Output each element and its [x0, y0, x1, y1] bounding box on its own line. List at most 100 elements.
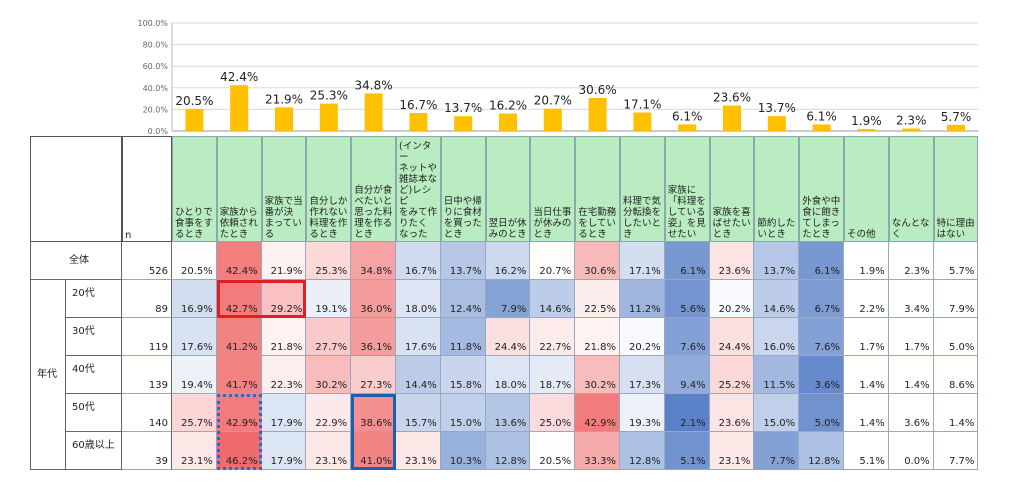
table-cell: 3.6%: [888, 394, 934, 432]
data-label: 5.7%: [941, 110, 972, 124]
bar: [409, 112, 428, 131]
header-corner: [30, 136, 122, 242]
table-cell: 3.4%: [888, 280, 934, 318]
table-cell: 27.3%: [351, 356, 396, 394]
table-cell: 1.4%: [844, 394, 889, 432]
bar: [902, 128, 921, 131]
bar: [364, 93, 383, 131]
table-cell: 15.0%: [754, 394, 800, 432]
data-label: 13.7%: [444, 101, 482, 115]
table-cell: 6.1%: [799, 242, 844, 280]
table-cell: 9.4%: [664, 356, 710, 394]
table-cell: 2.2%: [844, 280, 889, 318]
table-cell: 36.1%: [351, 318, 396, 356]
table-cell: 12.8%: [799, 432, 844, 470]
column-header-text: ひとりで 食事をす るとき: [175, 207, 214, 240]
table-cell: 21.8%: [261, 318, 307, 356]
table-cell: 17.9%: [261, 394, 307, 432]
table-cell: 18.0%: [485, 356, 531, 394]
table-cell: 23.1%: [709, 432, 755, 470]
table-cell: 24.4%: [709, 318, 755, 356]
table-cell: 5.1%: [664, 432, 710, 470]
column-header: 自分が食 べたいと 思った料 理を作る とき: [351, 136, 396, 242]
bar: [543, 108, 562, 131]
table-cell: 2.1%: [664, 394, 710, 432]
column-header-text: (インター ネットや 雑誌本な ど)レシピ をみて作 りたく なった: [399, 141, 438, 240]
column-header: 家族を喜 ばせたい とき: [709, 136, 755, 242]
column-header-text: 日中や帰 りに食材 を買った とき: [443, 196, 482, 240]
table-cell: 22.7%: [530, 318, 576, 356]
table-cell: 23.6%: [709, 242, 755, 280]
bar: [678, 124, 697, 131]
table-cell: 15.0%: [440, 394, 486, 432]
table-cell: 15.8%: [440, 356, 486, 394]
table-cell: 13.7%: [754, 242, 800, 280]
bar: [499, 113, 517, 131]
row-label-total: 全体: [30, 242, 122, 280]
bar-chart: 0.0% 20.0% 40.0% 60.0% 80.0% 100.0% 20.5% 42.4%…: [137, 19, 979, 136]
column-header-text: 節約した いとき: [757, 218, 796, 240]
bar: [723, 105, 741, 131]
table-cell: 5.1%: [844, 432, 889, 470]
table-cell: 15.7%: [396, 394, 441, 432]
table-cell: 42.4%: [216, 242, 262, 280]
data-label: 1.9%: [851, 114, 882, 128]
data-label: 21.9%: [265, 92, 303, 106]
y-tick-label: 60.0%: [143, 62, 169, 71]
column-header: (インター ネットや 雑誌本な ど)レシピ をみて作 りたく なった: [396, 136, 441, 242]
table-cell: 5.0%: [933, 318, 979, 356]
bar: [947, 124, 965, 131]
table-cell: 1.4%: [844, 356, 889, 394]
column-header-text: 料理で気 分転換を したいとき: [623, 196, 662, 240]
table-cell: 46.2%: [216, 432, 262, 470]
table-cell: 23.1%: [172, 432, 217, 470]
table-cell: 42.7%: [216, 280, 262, 318]
table-cell: 24.4%: [485, 318, 531, 356]
table-cell: 12.4%: [440, 280, 486, 318]
column-header: ひとりで 食事をす るとき: [172, 136, 217, 242]
table-cell: 18.0%: [396, 280, 441, 318]
table-cell: 42.9%: [216, 394, 262, 432]
data-label: 25.3%: [310, 89, 348, 103]
table-cell: 5.7%: [933, 242, 979, 280]
table-cell: 17.6%: [396, 318, 441, 356]
n-value: 39: [122, 432, 172, 470]
bar: [275, 107, 293, 131]
data-label: 2.3%: [896, 114, 927, 128]
data-label: 16.7%: [399, 98, 437, 112]
column-header: 家族から 依頼され たとき: [216, 136, 262, 242]
table-cell: 41.0%: [351, 432, 396, 470]
table-cell: 18.7%: [530, 356, 576, 394]
data-label: 42.4%: [220, 70, 258, 84]
table-cell: 30.2%: [575, 356, 620, 394]
table-cell: 25.2%: [709, 356, 755, 394]
column-header-text: 自分しか 作れない 料理を作 るとき: [309, 196, 348, 240]
column-header: 外食や中 食に飽き てしまっ たとき: [799, 136, 844, 242]
table-cell: 30.2%: [306, 356, 352, 394]
table-cell: 29.2%: [261, 280, 307, 318]
table-cell: 30.6%: [575, 242, 620, 280]
bar: [588, 97, 607, 131]
data-label: 13.7%: [758, 101, 796, 115]
column-header: 在宅勤務 をしてい るとき: [575, 136, 620, 242]
table-cell: 7.9%: [485, 280, 531, 318]
column-header-text: 家族で当 番が決 まっている: [264, 196, 303, 240]
column-header: その他: [844, 136, 889, 242]
y-tick-label: 100.0%: [137, 19, 168, 28]
data-label: 34.8%: [355, 78, 393, 92]
n-header: n: [122, 136, 172, 242]
table-cell: 16.9%: [172, 280, 217, 318]
table-cell: 16.2%: [485, 242, 531, 280]
y-tick-label: 20.0%: [143, 105, 169, 114]
table-cell: 6.1%: [664, 242, 710, 280]
data-label: 20.7%: [534, 94, 572, 108]
table-cell: 1.7%: [844, 318, 889, 356]
column-header: 当日仕事 が休みの とき: [530, 136, 576, 242]
table-cell: 17.6%: [172, 318, 217, 356]
table-cell: 27.7%: [306, 318, 352, 356]
data-label: 17.1%: [623, 98, 661, 112]
table-cell: 12.8%: [485, 432, 531, 470]
table-cell: 41.7%: [216, 356, 262, 394]
table-cell: 1.9%: [844, 242, 889, 280]
